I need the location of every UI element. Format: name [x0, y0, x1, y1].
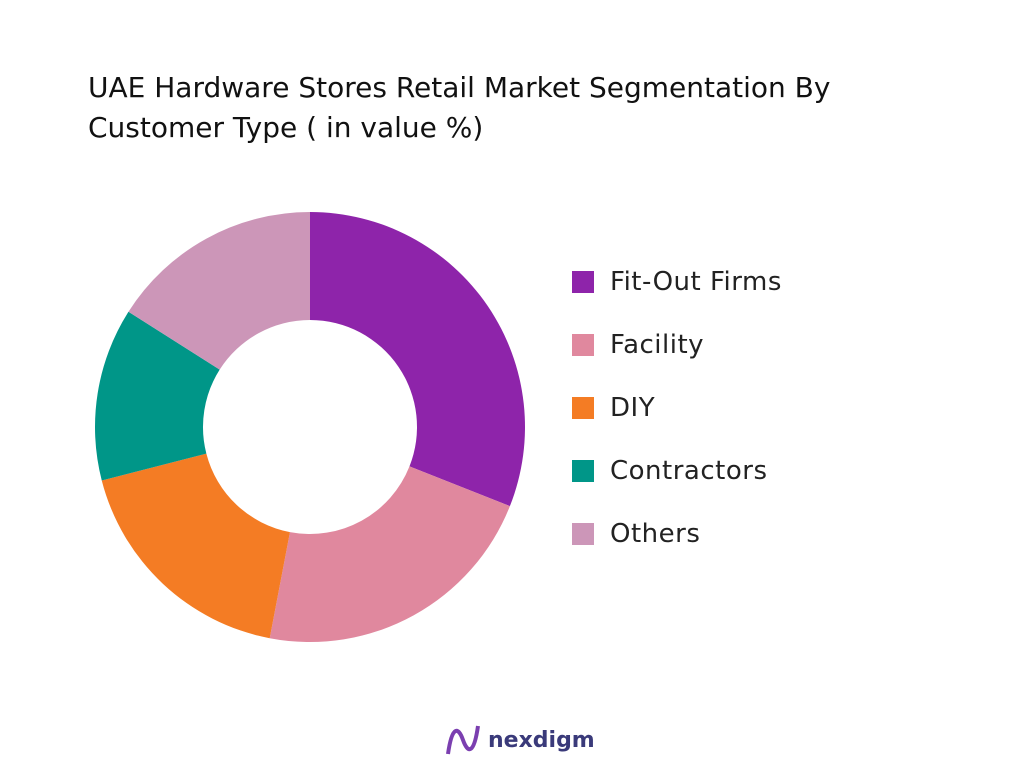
- legend-label: DIY: [610, 392, 656, 423]
- donut-slice: [101, 453, 290, 639]
- legend-swatch: [572, 459, 594, 482]
- brand-name: nexdigm: [488, 727, 595, 753]
- legend-label: Others: [610, 518, 701, 549]
- donut-slice: [269, 466, 510, 642]
- chart-title: UAE Hardware Stores Retail Market Segmen…: [88, 71, 831, 144]
- legend-swatch: [572, 396, 594, 419]
- legend-item: Others: [572, 502, 782, 565]
- legend-swatch: [572, 522, 594, 545]
- legend-item: Fit-Out Firms: [572, 250, 782, 313]
- legend-label: Contractors: [610, 455, 768, 486]
- donut-slice: [95, 311, 220, 481]
- legend-label: Fit-Out Firms: [610, 266, 782, 297]
- legend-item: Facility: [572, 313, 782, 376]
- legend-swatch: [572, 333, 594, 356]
- brand-logo: nexdigm: [444, 722, 595, 758]
- donut-slice: [128, 212, 310, 370]
- legend-item: Contractors: [572, 439, 782, 502]
- brand-icon: [446, 725, 480, 755]
- legend-label: Facility: [610, 329, 705, 360]
- legend-item: DIY: [572, 376, 782, 439]
- donut-slice: [310, 212, 525, 507]
- legend-swatch: [572, 270, 594, 293]
- legend: Fit-Out Firms Facility DIY Contractors Other…: [572, 250, 782, 565]
